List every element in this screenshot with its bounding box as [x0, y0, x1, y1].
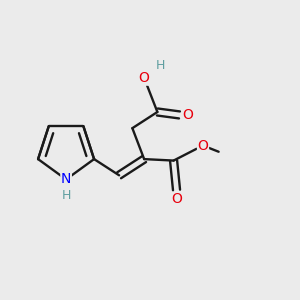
- Text: O: O: [182, 108, 193, 122]
- Text: H: H: [61, 189, 71, 202]
- Text: O: O: [171, 192, 182, 206]
- Text: O: O: [139, 71, 150, 85]
- Text: O: O: [198, 140, 208, 153]
- Text: H: H: [156, 59, 165, 72]
- Text: N: N: [61, 172, 71, 186]
